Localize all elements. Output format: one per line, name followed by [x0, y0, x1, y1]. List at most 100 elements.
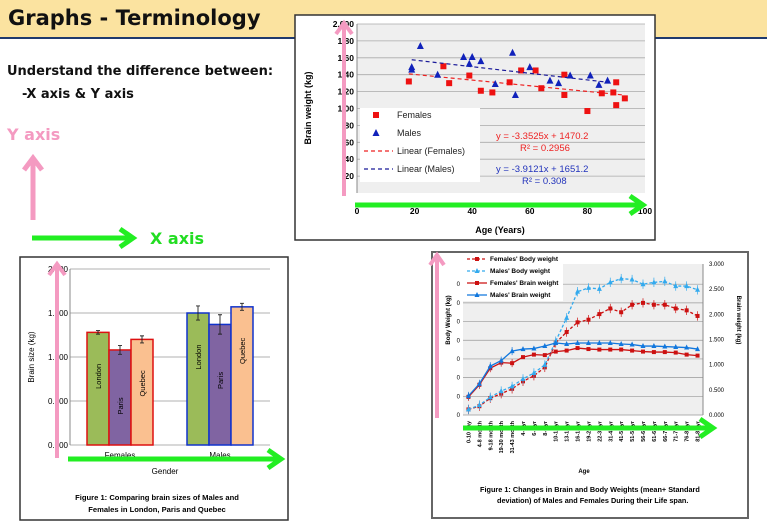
legend-label: Females' Body weight: [490, 256, 559, 263]
data-point-males: [555, 79, 563, 87]
data-point: [673, 306, 678, 311]
data-point: [673, 344, 679, 350]
data-point: [531, 369, 537, 375]
x-tick-label: 56-60 yr: [641, 420, 647, 442]
data-point: [520, 375, 526, 381]
data-point: [662, 350, 667, 355]
x-tick-label: 13-15 yr: [565, 420, 571, 442]
data-point: [651, 302, 656, 307]
legend-marker: [475, 281, 479, 285]
data-point: [619, 347, 624, 352]
data-point: [662, 343, 668, 349]
x-tick-label: 19-21 yr: [586, 420, 592, 442]
brain-weight-scatter-chart: 204060801,001,201,401,601,802,0000204060…: [294, 14, 656, 241]
figure-caption-line-1: Figure 1: Comparing brain sizes of Males…: [75, 493, 239, 502]
data-point-males: [491, 79, 499, 87]
y-axis-arrow-icon: [334, 19, 354, 196]
data-point: [564, 341, 570, 347]
bar-london: [186, 312, 210, 446]
data-point-females: [610, 89, 617, 96]
series-line: [467, 347, 698, 398]
x-category-label: Females: [105, 451, 136, 460]
error-bar: [96, 330, 100, 335]
y-tick-label: 40: [345, 154, 355, 164]
data-point: [629, 341, 635, 347]
right-tick-label: 1.500: [709, 338, 725, 344]
female-trend-equation: y = -3.3525x + 1470.2: [496, 131, 588, 142]
y-tick-label: 20: [345, 171, 355, 181]
body-brain-weight-line-chart: 0 0 0 0 0 0 0 0 0.000 0.500 1.000 1.500 2.000 2.500 3.…: [428, 251, 749, 519]
data-point: [673, 283, 679, 289]
data-point: [641, 300, 645, 305]
x-tick-label: 40: [467, 206, 477, 216]
left-tick-label: 0: [457, 394, 461, 400]
data-point-females: [477, 87, 484, 94]
left-tick-label: 0: [457, 320, 461, 326]
x-tick-label: 31-43 month: [510, 420, 516, 453]
bar-label: London: [94, 364, 103, 389]
legend-label: Linear (Males): [397, 164, 455, 174]
figure-caption-line-1: Figure 1: Changes in Brain and Body Weig…: [480, 485, 700, 494]
bar-quebec: [230, 306, 254, 446]
x-tick-label: 71-75 yr: [674, 420, 680, 442]
bar-label: Quebec: [238, 337, 247, 364]
x-tick-label: 22-30 yr: [597, 420, 603, 442]
x-tick-label: 0-10 day: [466, 420, 472, 443]
data-point: [542, 361, 548, 367]
x-axis-title: Age: [578, 469, 590, 475]
data-point-males: [546, 76, 554, 84]
data-point: [629, 276, 635, 282]
error-bar: [118, 345, 122, 355]
data-point-males: [526, 63, 534, 71]
data-point: [575, 320, 580, 325]
right-tick-label: 0.500: [709, 388, 725, 394]
data-point-females: [598, 90, 605, 97]
data-point: [575, 288, 581, 294]
error-bar: [140, 335, 144, 344]
y-tick-label: 80: [345, 120, 355, 130]
data-point: [476, 380, 482, 386]
left-tick-label: 0: [457, 301, 461, 307]
data-point: [608, 347, 613, 352]
data-point-males: [468, 52, 476, 60]
data-point: [564, 348, 569, 353]
data-point: [553, 340, 559, 346]
data-point-males: [434, 70, 442, 78]
x-axis-title: Gender: [152, 467, 179, 476]
data-point: [465, 406, 471, 412]
data-point-females: [538, 85, 545, 92]
data-point-females: [532, 67, 539, 74]
data-point-males: [595, 80, 603, 88]
data-point-females: [506, 79, 513, 86]
data-point: [498, 388, 504, 394]
data-point: [596, 285, 602, 291]
data-point: [618, 341, 624, 347]
data-point: [586, 317, 591, 322]
data-point: [509, 383, 515, 389]
figure-caption-line-2: deviation) of Males and Females During t…: [497, 496, 688, 505]
error-bar: [196, 305, 200, 321]
x-tick-label: 66-70 yr: [663, 420, 669, 442]
data-point: [585, 340, 591, 346]
right-tick-label: 2.000: [709, 312, 725, 318]
x-tick-label: 60: [525, 206, 535, 216]
data-point: [520, 346, 526, 352]
legend-label: Males' Body weight: [490, 268, 551, 275]
y-axis-arrow-icon: [428, 251, 446, 418]
data-point: [651, 350, 656, 355]
data-point-males: [604, 76, 612, 84]
x-axis-arrow-icon: [463, 416, 718, 440]
data-point: [662, 278, 668, 284]
left-axis-title: Body Weight (kg): [446, 295, 452, 344]
data-point: [564, 330, 569, 335]
data-point: [487, 363, 493, 369]
scatter-legend: [360, 108, 480, 182]
data-point: [641, 349, 645, 354]
legend-marker: [373, 112, 379, 118]
data-point-males: [416, 41, 424, 49]
data-point: [684, 283, 690, 289]
data-point: [564, 314, 570, 320]
data-point: [640, 281, 646, 287]
data-point-males: [460, 52, 468, 60]
